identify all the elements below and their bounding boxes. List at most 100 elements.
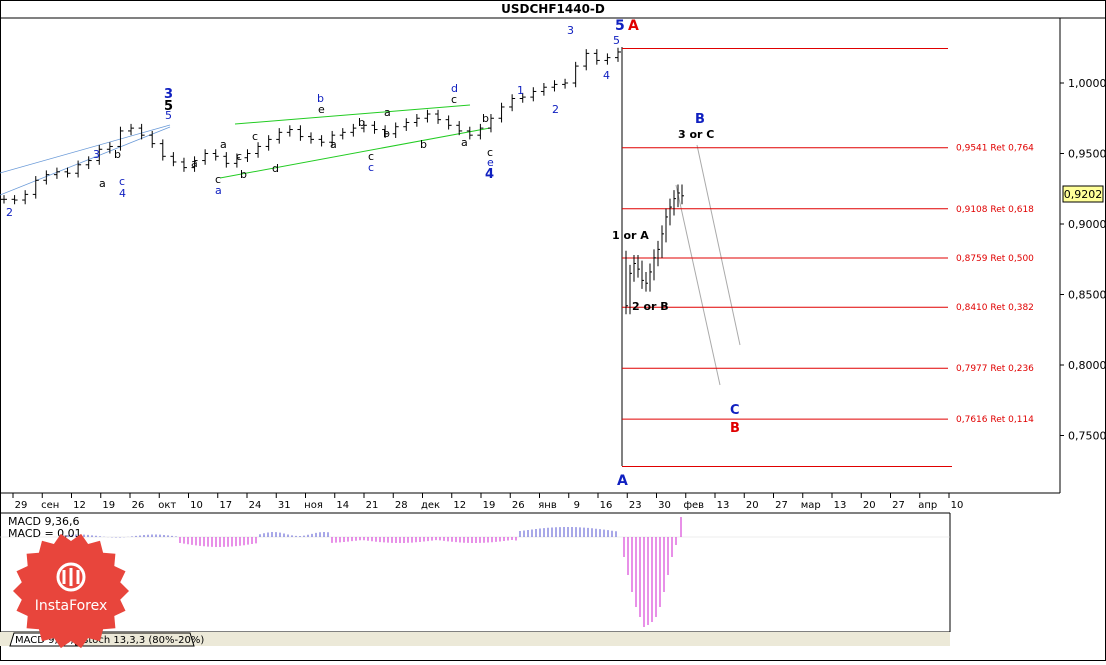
wave-A-top: A [628, 18, 639, 34]
fib-level-label: 0,8410 Ret 0,382 [956, 303, 1034, 313]
date-tick-label: фев [683, 500, 704, 511]
channel-upper-line [234, 104, 471, 125]
date-tick-label: 12 [73, 500, 86, 511]
channel-lower-line [219, 127, 491, 179]
wave-a-5: a [330, 138, 337, 151]
wave-5-top: 5 [615, 18, 625, 34]
wave-2-or-B: 2 or B [632, 300, 669, 313]
date-tick-label: 13 [717, 500, 730, 511]
date-tick-label: 20 [746, 500, 759, 511]
wave-3-a: 3 [93, 148, 100, 161]
date-tick-label: 21 [366, 500, 379, 511]
wave-3-b: 3 [164, 87, 173, 102]
wave-B-blue: B [695, 112, 705, 127]
logo-emblem-icon [56, 562, 86, 592]
wave-C-blue: C [730, 403, 740, 418]
date-tick-label: 17 [219, 500, 232, 511]
price-tick-label: 0,8000 [1068, 359, 1106, 372]
tab-stoch-label: Stoch 13,3,3 (80%-20%) [82, 635, 204, 646]
instaforex-logo: InstaForex [12, 532, 130, 650]
wave-A-bottom: A [617, 473, 628, 489]
date-tick-label: 26 [512, 500, 525, 511]
wave-b-3: b [317, 92, 324, 105]
wave-5-c: 5 [165, 109, 172, 122]
date-tick-label: 14 [336, 500, 349, 511]
wave-3-c: 3 [567, 24, 574, 37]
date-tick-label: 9 [574, 500, 580, 511]
wave-labels: 5 A A 1 or A 2 or B 3 or C B C B 2 3 a c… [6, 18, 740, 489]
price-tick-label: 1,0000 [1068, 77, 1106, 90]
date-tick-label: 20 [863, 500, 876, 511]
tab-macd-label: MACD 9,36,6 [15, 635, 80, 646]
logo-text: InstaForex [35, 598, 108, 614]
date-tick-label: 27 [892, 500, 905, 511]
wave-b-2: b [240, 168, 247, 181]
price-tick-label: 0,9000 [1068, 218, 1106, 231]
date-tick-label: 23 [629, 500, 642, 511]
wave-a-3: a [215, 184, 222, 197]
wave-c-3: c [236, 150, 242, 163]
wave-b-1: b [114, 148, 121, 161]
date-tick-label: 28 [395, 500, 408, 511]
date-tick-label: 16 [600, 500, 613, 511]
date-tick-label: янв [538, 500, 557, 511]
wave-c-2: c [215, 173, 221, 186]
wave-4-b: 4 [485, 167, 494, 182]
date-tick-label: 31 [278, 500, 291, 511]
wave-4-a: 4 [119, 187, 126, 200]
fib-level-label: 0,8759 Ret 0,500 [956, 254, 1034, 264]
wave-a-2: a [191, 157, 198, 170]
date-tick-label: 12 [453, 500, 466, 511]
wave-c-1: c [119, 175, 125, 188]
date-tick-label: 24 [249, 500, 262, 511]
current-price-label: 0,9202 [1064, 188, 1103, 201]
date-tick-label: 26 [132, 500, 145, 511]
price-tick-label: 0,9500 [1068, 148, 1106, 161]
wave-c-8: c [487, 146, 493, 159]
wave-a-4: a [220, 138, 227, 151]
price-tick-label: 0,7500 [1068, 430, 1106, 443]
current-price-box [1062, 185, 1104, 203]
tab-bar [0, 632, 950, 646]
logo-emblem-bars [62, 568, 80, 586]
price-bars [1, 47, 684, 315]
logo-graphic: InstaForex [13, 533, 129, 649]
date-tick-label: 19 [102, 500, 115, 511]
date-tick-label: 10 [951, 500, 964, 511]
wave-b-4: b [358, 116, 365, 129]
wave-c-6: c [368, 161, 374, 174]
price-tick-label: 0,8500 [1068, 289, 1106, 302]
wave-a-1: a [99, 177, 106, 190]
date-tick-label: 13 [834, 500, 847, 511]
fib-level-label: 0,7616 Ret 0,114 [956, 415, 1034, 425]
date-tick-label: 29 [15, 500, 28, 511]
wave-5-d: 5 [613, 34, 620, 47]
date-tick-label: апр [918, 500, 937, 511]
projection-line-2 [675, 184, 721, 386]
date-tick-label: 27 [775, 500, 788, 511]
fib-level-label: 0,9541 Ret 0,764 [956, 144, 1034, 154]
wave-e-1: e [318, 103, 325, 116]
date-tick-label: 19 [483, 500, 496, 511]
date-axis: 29 сен 12 19 26 окт 10 17 24 31 ноя 14 21 28 дек 12 19 26… [12, 493, 964, 511]
fib-levels: 0,9541 Ret 0,764 0,9108 Ret 0,618 0,8759 R… [622, 47, 1034, 468]
wave-2-a: 2 [6, 206, 13, 219]
wave-c-5: c [368, 150, 374, 163]
date-tick-label: ноя [304, 500, 323, 511]
fib-level-label: 0,9108 Ret 0,618 [956, 205, 1034, 215]
fib-level-label: 0,7977 Ret 0,236 [956, 364, 1034, 374]
wave-c-7: c [451, 93, 457, 106]
wave-d-2: d [451, 82, 458, 95]
chart-title: USDCHF1440-D [501, 2, 605, 16]
wave-e-2: e [487, 156, 494, 169]
wave-a-6: a [384, 106, 391, 119]
date-tick-label: окт [158, 500, 176, 511]
macd-histogram [59, 517, 682, 627]
date-tick-label: сен [41, 500, 59, 511]
date-tick-label: мар [801, 500, 821, 511]
wave-d-1: d [272, 162, 279, 175]
wave-1-c: 1 [517, 84, 524, 97]
projection-line-1 [696, 144, 741, 346]
price-axis: 1,0000 0,9500 0,9000 0,8500 0,8000 0,7500 [1060, 77, 1106, 443]
